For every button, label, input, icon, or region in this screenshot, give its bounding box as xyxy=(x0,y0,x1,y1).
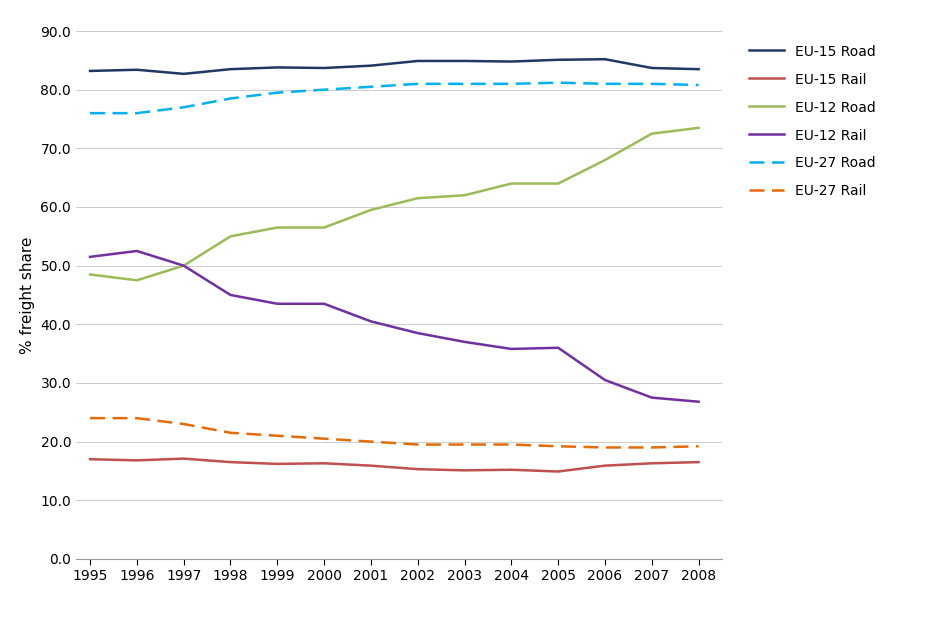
EU-12 Rail xyxy=(693,398,704,406)
EU-12 Road xyxy=(225,233,237,240)
EU-15 Road xyxy=(459,57,470,65)
EU-12 Rail xyxy=(505,345,517,353)
EU-27 Rail xyxy=(272,432,283,440)
EU-12 Road xyxy=(553,180,564,188)
EU-12 Rail xyxy=(318,300,330,307)
EU-27 Road xyxy=(505,80,517,88)
EU-27 Road xyxy=(272,89,283,96)
EU-27 Rail xyxy=(85,414,96,422)
EU-15 Rail xyxy=(505,466,517,473)
EU-15 Rail xyxy=(318,460,330,467)
EU-27 Rail xyxy=(459,441,470,448)
EU-27 Rail xyxy=(225,429,237,437)
EU-27 Road xyxy=(85,109,96,117)
EU-12 Road xyxy=(693,124,704,132)
Y-axis label: % freight share: % freight share xyxy=(20,236,35,354)
EU-15 Rail xyxy=(272,460,283,468)
Line: EU-12 Rail: EU-12 Rail xyxy=(90,251,698,402)
EU-27 Road xyxy=(412,80,424,88)
EU-15 Rail xyxy=(412,466,424,473)
EU-12 Rail xyxy=(412,329,424,337)
EU-15 Road xyxy=(412,57,424,65)
EU-27 Road xyxy=(318,86,330,93)
EU-27 Rail xyxy=(131,414,142,422)
EU-12 Rail xyxy=(646,394,657,401)
EU-27 Rail xyxy=(178,420,189,428)
EU-12 Road xyxy=(505,180,517,188)
EU-15 Road xyxy=(365,62,376,70)
EU-27 Road xyxy=(225,95,237,102)
EU-27 Road xyxy=(178,104,189,111)
EU-27 Rail xyxy=(365,438,376,445)
EU-15 Rail xyxy=(85,455,96,463)
EU-12 Rail xyxy=(131,247,142,255)
EU-12 Road xyxy=(318,224,330,231)
Line: EU-15 Rail: EU-15 Rail xyxy=(90,458,698,471)
EU-15 Rail xyxy=(131,456,142,464)
EU-15 Road xyxy=(599,55,611,63)
EU-27 Rail xyxy=(505,441,517,448)
EU-12 Rail xyxy=(272,300,283,307)
EU-15 Road xyxy=(131,66,142,73)
EU-15 Road xyxy=(85,67,96,75)
EU-12 Rail xyxy=(599,376,611,384)
EU-15 Road xyxy=(646,65,657,72)
EU-12 Road xyxy=(131,276,142,284)
EU-12 Road xyxy=(459,191,470,199)
EU-27 Road xyxy=(553,79,564,86)
EU-15 Rail xyxy=(225,458,237,466)
EU-15 Road xyxy=(505,58,517,65)
EU-15 Rail xyxy=(693,458,704,466)
EU-12 Rail xyxy=(178,262,189,270)
EU-27 Rail xyxy=(646,444,657,451)
EU-15 Road xyxy=(553,56,564,63)
EU-15 Rail xyxy=(459,466,470,474)
EU-12 Road xyxy=(85,271,96,278)
EU-27 Road xyxy=(693,81,704,89)
EU-27 Rail xyxy=(412,441,424,448)
EU-12 Road xyxy=(412,194,424,202)
EU-12 Road xyxy=(272,224,283,231)
EU-15 Rail xyxy=(553,468,564,475)
EU-15 Road xyxy=(225,65,237,73)
EU-15 Road xyxy=(693,65,704,73)
EU-15 Rail xyxy=(646,460,657,467)
EU-12 Rail xyxy=(553,344,564,351)
EU-27 Road xyxy=(131,109,142,117)
EU-27 Road xyxy=(459,80,470,88)
EU-27 Road xyxy=(599,80,611,88)
EU-15 Rail xyxy=(178,455,189,462)
EU-15 Rail xyxy=(599,462,611,469)
EU-12 Road xyxy=(599,156,611,164)
EU-15 Road xyxy=(178,70,189,78)
EU-12 Rail xyxy=(459,338,470,346)
EU-12 Road xyxy=(365,206,376,214)
EU-12 Rail xyxy=(365,318,376,325)
EU-12 Road xyxy=(178,262,189,270)
Line: EU-12 Road: EU-12 Road xyxy=(90,128,698,280)
EU-12 Rail xyxy=(225,291,237,299)
EU-12 Rail xyxy=(85,253,96,261)
EU-27 Road xyxy=(646,80,657,88)
EU-15 Road xyxy=(272,64,283,71)
EU-15 Road xyxy=(318,65,330,72)
Legend: EU-15 Road, EU-15 Rail, EU-12 Road, EU-12 Rail, EU-27 Road, EU-27 Rail: EU-15 Road, EU-15 Rail, EU-12 Road, EU-1… xyxy=(742,38,883,206)
EU-27 Road xyxy=(365,83,376,91)
Line: EU-27 Road: EU-27 Road xyxy=(90,83,698,113)
Line: EU-27 Rail: EU-27 Rail xyxy=(90,418,698,448)
EU-12 Road xyxy=(646,130,657,137)
Line: EU-15 Road: EU-15 Road xyxy=(90,59,698,74)
EU-27 Rail xyxy=(553,443,564,450)
EU-15 Rail xyxy=(365,462,376,469)
EU-27 Rail xyxy=(693,443,704,450)
EU-27 Rail xyxy=(599,444,611,451)
EU-27 Rail xyxy=(318,435,330,442)
